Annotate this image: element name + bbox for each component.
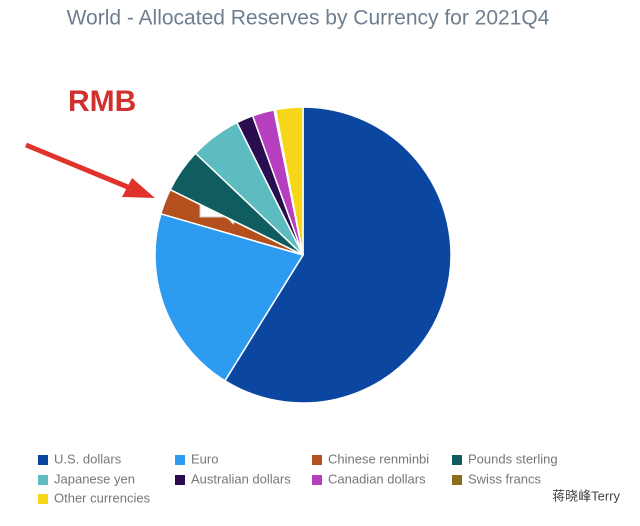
annotation: RMB xyxy=(68,85,136,118)
legend-label: Euro xyxy=(191,451,218,466)
legend-label: Canadian dollars xyxy=(328,471,426,486)
legend-swatch xyxy=(38,494,48,504)
legend-swatch xyxy=(312,475,322,485)
legend-label: Pounds sterling xyxy=(468,451,558,466)
legend-swatch xyxy=(175,475,185,485)
chart-title: World - Allocated Reserves by Currency f… xyxy=(67,7,550,30)
legend-label: Other currencies xyxy=(54,490,151,505)
legend-label: Swiss francs xyxy=(468,471,541,486)
legend-label: U.S. dollars xyxy=(54,451,122,466)
pie-slice xyxy=(274,106,304,256)
legend-swatch xyxy=(38,455,48,465)
legend-swatch xyxy=(312,455,322,465)
pie-slice xyxy=(223,106,452,404)
arrow xyxy=(25,142,155,198)
legend-label: Australian dollars xyxy=(191,471,291,486)
legend-swatch xyxy=(175,455,185,465)
legend-label: Japanese yen xyxy=(54,471,135,486)
legend-label: Chinese renminbi xyxy=(328,451,429,466)
watermark: 蒋晓峰Terry xyxy=(552,488,620,503)
legend-swatch xyxy=(452,455,462,465)
legend-swatch xyxy=(452,475,462,485)
pie-slice xyxy=(154,212,305,382)
legend-swatch xyxy=(38,475,48,485)
